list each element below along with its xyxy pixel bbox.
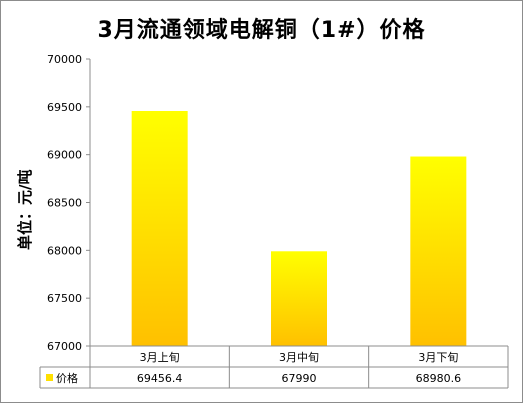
legend-series-label: 价格 (56, 371, 78, 385)
y-tick-label: 69000 (47, 149, 82, 162)
y-tick-label: 68000 (47, 244, 82, 257)
data-value-label: 69456.4 (137, 372, 183, 385)
legend-key (46, 374, 53, 381)
y-tick-label: 68500 (47, 197, 82, 210)
bar (410, 156, 467, 346)
y-tick-label: 69500 (47, 101, 82, 114)
bar (131, 111, 188, 347)
bar (271, 251, 327, 346)
x-category-label: 3月中旬 (279, 351, 319, 364)
x-category-label: 3月上旬 (140, 351, 180, 364)
y-tick-label: 67000 (47, 340, 82, 353)
y-tick-label: 67500 (47, 292, 82, 305)
chart-title: 3月流通领域电解铜（1#）价格 (97, 18, 426, 43)
data-value-label: 68980.6 (416, 372, 462, 385)
y-tick-label: 70000 (47, 53, 82, 66)
x-category-label: 3月下旬 (418, 351, 458, 364)
data-value-label: 67990 (282, 372, 317, 385)
